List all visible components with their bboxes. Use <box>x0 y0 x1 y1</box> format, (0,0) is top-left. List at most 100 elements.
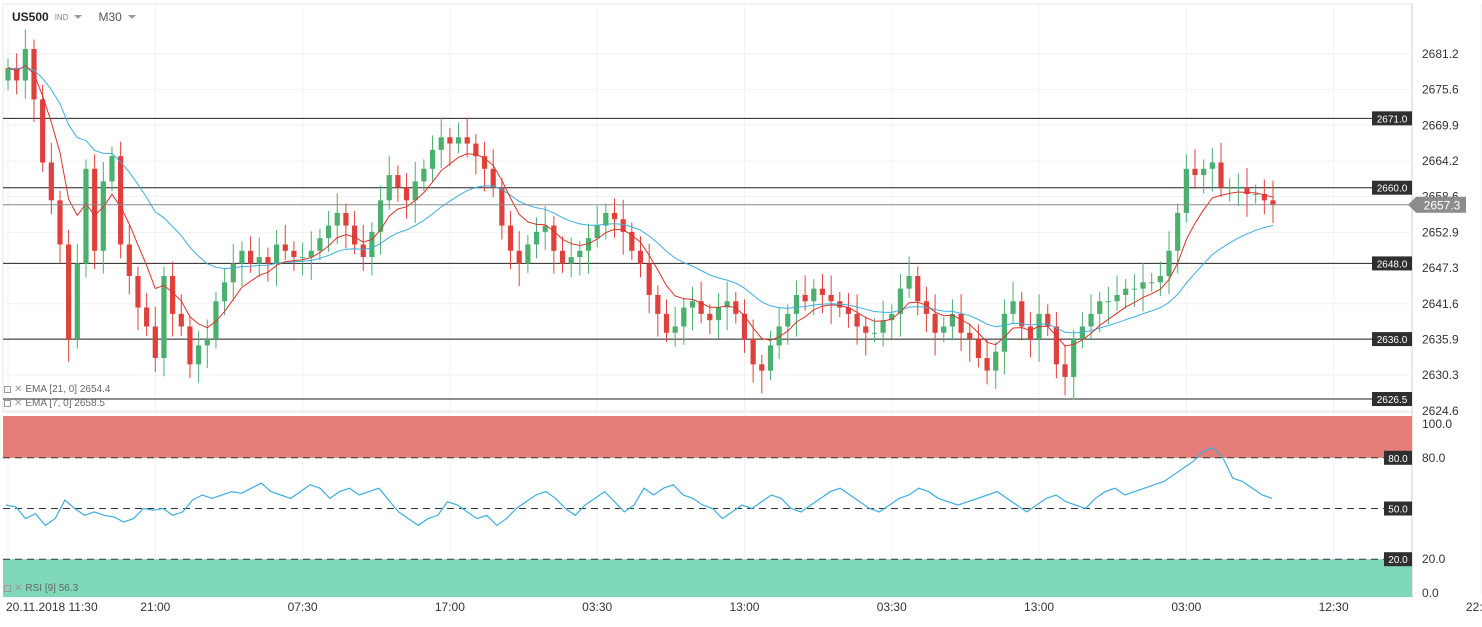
y-tick-label: 2652.9 <box>1422 226 1459 240</box>
candle-body <box>551 225 557 251</box>
level-tag-label: 2626.5 <box>1377 395 1408 406</box>
candle-body <box>118 156 124 245</box>
candle-body <box>83 168 89 264</box>
y-tick-label: 2675.6 <box>1422 82 1459 96</box>
level-tag-label: 2648.0 <box>1377 259 1408 270</box>
candle-body <box>48 162 54 201</box>
candle-body <box>1062 364 1068 377</box>
y-tick-label: 2664.2 <box>1422 154 1459 168</box>
rsi-level-tag-label: 20.0 <box>1388 555 1408 566</box>
candle-body <box>811 288 817 302</box>
close-icon[interactable]: ✕ <box>14 583 23 594</box>
candle-body <box>603 212 609 226</box>
candle-body <box>473 143 479 157</box>
symbol-label[interactable]: US500 <box>12 10 49 24</box>
candle-body <box>196 345 202 365</box>
candle-body <box>187 326 193 365</box>
level-tag-box <box>1372 111 1412 126</box>
candle-body <box>256 257 262 264</box>
candle-body <box>377 200 384 232</box>
candle-body <box>369 231 375 258</box>
candle-body <box>707 313 713 321</box>
ema21-legend-label: EMA [21, 0] 2654.4 <box>25 384 111 395</box>
chevron-down-icon[interactable] <box>74 15 83 19</box>
indicator-settings-icon[interactable] <box>4 386 11 393</box>
candle-body <box>386 175 392 201</box>
close-icon[interactable]: ✕ <box>14 384 23 395</box>
candle-body <box>663 313 670 333</box>
candle-body <box>880 320 886 333</box>
candle-body <box>897 288 904 314</box>
candle-body <box>1227 187 1233 189</box>
candle-body <box>5 67 11 81</box>
ema7-line <box>7 64 1274 347</box>
main-panel-frame <box>2 3 1413 413</box>
candle-body <box>793 294 800 314</box>
candle-body <box>958 313 964 333</box>
candle-body <box>1157 276 1163 283</box>
rsi-level-tag-box <box>1384 552 1412 567</box>
candle-body <box>57 200 63 245</box>
candle-body <box>577 250 583 258</box>
ema7-legend-label: EMA [7, 0] 2658.5 <box>25 398 105 409</box>
candle-body <box>66 244 72 340</box>
rsi-y-tick-label: 80.0 <box>1422 451 1446 465</box>
x-tick-label: 13:00 <box>729 600 759 614</box>
candle-body <box>1045 313 1051 327</box>
candle-body <box>248 250 254 264</box>
candle-body <box>40 99 46 163</box>
indicator-settings-icon[interactable] <box>4 585 11 592</box>
candle-body <box>92 168 98 251</box>
candle-body <box>178 313 184 327</box>
candle-body <box>594 225 600 239</box>
candle-body <box>802 294 808 302</box>
candle-body <box>455 137 462 144</box>
last-price-label: 2657.3 <box>1424 199 1461 213</box>
y-tick-label: 2624.6 <box>1422 404 1459 418</box>
indicator-settings-icon[interactable] <box>4 400 11 407</box>
last-price-tag <box>1408 196 1466 213</box>
candle-body <box>585 238 592 251</box>
candle-body <box>932 313 938 333</box>
timeframe-label[interactable]: M30 <box>98 10 122 24</box>
candle-body <box>1218 162 1224 188</box>
candle-body <box>299 257 306 259</box>
candle-body <box>152 326 158 359</box>
candle-body <box>161 276 167 359</box>
chevron-down-icon[interactable] <box>127 15 136 19</box>
candle-body <box>1088 313 1094 327</box>
candle-body <box>126 244 132 277</box>
close-icon[interactable]: ✕ <box>14 398 23 409</box>
candle-body <box>750 339 756 365</box>
rsi-line <box>5 447 1273 527</box>
candle-body <box>984 358 990 371</box>
candle-body <box>715 307 722 321</box>
candle-body <box>291 250 297 258</box>
y-tick-label: 2641.6 <box>1422 297 1459 311</box>
y-tick-label: 2669.9 <box>1422 118 1459 132</box>
rsi-y-tick-label: 20.0 <box>1422 552 1446 566</box>
candle-body <box>1071 339 1077 377</box>
candle-body <box>1201 168 1207 176</box>
y-tick-label: 2630.3 <box>1422 368 1459 382</box>
candle-body <box>481 156 488 169</box>
candle-body <box>213 301 219 340</box>
candle-body <box>507 225 514 251</box>
candle-body <box>265 257 271 264</box>
candle-body <box>1019 301 1025 327</box>
y-tick-label: 2635.9 <box>1422 333 1459 347</box>
candle-body <box>490 168 496 188</box>
rsi-y-tick-label: 100.0 <box>1422 417 1452 431</box>
ema21-line <box>7 66 1274 334</box>
candle-body <box>967 332 973 340</box>
x-tick-label: 07:30 <box>288 600 318 614</box>
level-tag-label: 2660.0 <box>1377 184 1408 195</box>
candle-body <box>559 250 566 264</box>
candle-body <box>785 313 791 327</box>
legend-ema21: ✕ EMA [21, 0] 2654.4 <box>4 384 110 395</box>
candle-body <box>1105 301 1111 303</box>
candle-body <box>1261 194 1267 201</box>
candle-body <box>343 212 349 226</box>
